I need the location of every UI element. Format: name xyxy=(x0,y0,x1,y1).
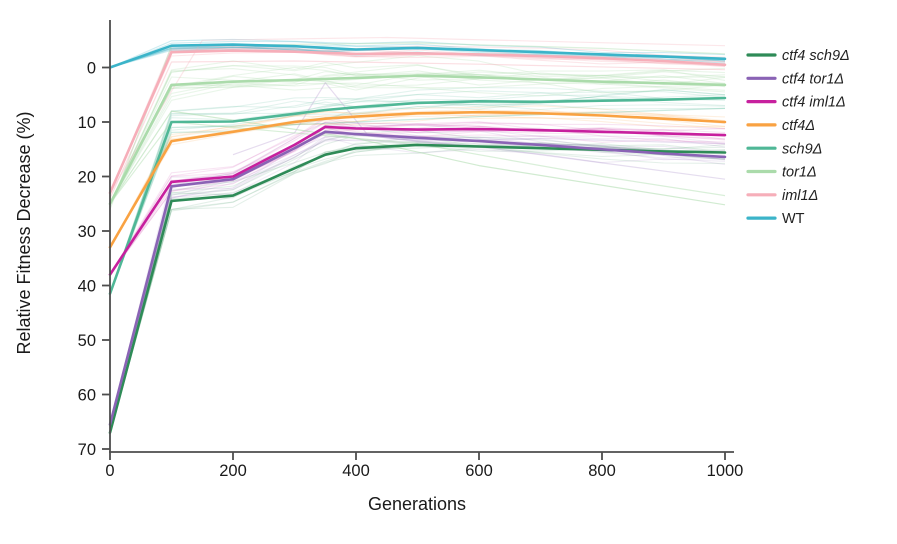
replicate-line-ctf4-tor1 xyxy=(109,121,726,425)
legend-label: ctf4Δ xyxy=(782,118,815,134)
replicate-line-tor1 xyxy=(109,71,726,205)
legend-label: ctf4 tor1Δ xyxy=(782,71,844,87)
replicate-line-tor1 xyxy=(109,66,726,205)
replicate-line-ctf4 xyxy=(109,115,726,248)
faint-line-1 xyxy=(325,131,726,180)
x-tick-label: 0 xyxy=(105,462,114,480)
replicate-line-ctf4-iml1 xyxy=(109,116,726,275)
x-axis-title: Generations xyxy=(368,494,466,514)
replicate-line-tor1 xyxy=(109,65,726,205)
legend-label: iml1Δ xyxy=(782,188,818,204)
y-tick-label: 70 xyxy=(78,441,96,459)
replicate-line-ctf4-sch9 xyxy=(109,141,726,433)
replicate-line-ctf4-iml1 xyxy=(109,121,726,275)
x-tick-label: 200 xyxy=(219,462,247,480)
y-tick-label: 60 xyxy=(78,386,96,404)
legend-label: WT xyxy=(782,211,805,227)
replicate-line-ctf4-tor1 xyxy=(109,125,726,425)
legend-label: tor1Δ xyxy=(782,165,817,181)
replicate-line-tor1 xyxy=(109,55,726,205)
series-line-ctf4 xyxy=(108,110,727,249)
replicate-line-ctf4 xyxy=(109,112,726,248)
replicate-line-ctf4-tor1 xyxy=(109,139,726,425)
legend-label: ctf4 sch9Δ xyxy=(782,48,850,64)
replicate-line-tor1 xyxy=(109,67,726,205)
replicate-line-sch9 xyxy=(109,89,726,294)
replicate-line-sch9 xyxy=(109,91,726,294)
replicate-line-tor1 xyxy=(109,69,726,205)
series-line-iml1 xyxy=(108,49,727,195)
replicate-line-ctf4-tor1 xyxy=(109,122,726,425)
replicate-line-ctf4-sch9 xyxy=(109,147,726,433)
x-tick-label: 400 xyxy=(342,462,370,480)
replicate-line-ctf4-tor1 xyxy=(109,136,726,425)
y-axis-title: Relative Fitness Decrease (%) xyxy=(14,111,34,354)
replicate-line-sch9 xyxy=(109,95,726,294)
replicate-line-iml1 xyxy=(109,48,726,194)
replicate-line-ctf4 xyxy=(109,113,726,248)
replicate-line-ctf4-iml1 xyxy=(109,121,726,275)
legend-item: ctf4Δ xyxy=(746,118,815,134)
series-line-tor1 xyxy=(108,74,727,206)
replicate-line-tor1 xyxy=(109,60,726,205)
replicate-line-ctf4-sch9 xyxy=(109,143,726,433)
replicate-line-ctf4 xyxy=(109,105,726,248)
replicate-line-sch9 xyxy=(109,90,726,294)
legend-item: iml1Δ xyxy=(746,188,818,204)
series-line-wt xyxy=(108,43,727,69)
replicate-line-tor1 xyxy=(109,64,726,205)
replicate-line-sch9 xyxy=(109,87,726,294)
replicate-line-ctf4-sch9 xyxy=(109,142,726,433)
faint-line-3 xyxy=(109,121,726,205)
x-tick-label: 800 xyxy=(588,462,616,480)
replicate-line-wt xyxy=(109,38,726,69)
replicate-line-tor1 xyxy=(109,73,726,205)
replicate-line-ctf4-tor1 xyxy=(109,134,726,425)
replicate-line-ctf4-iml1 xyxy=(109,126,726,275)
replicate-line-ctf4-sch9 xyxy=(109,140,726,433)
replicate-line-ctf4-tor1 xyxy=(109,138,726,425)
legend-item: tor1Δ xyxy=(746,165,817,181)
replicate-line-ctf4-tor1 xyxy=(109,135,726,425)
legend-item: ctf4 tor1Δ xyxy=(746,71,844,87)
y-tick-label: 20 xyxy=(78,168,96,186)
series-line-ctf4-tor1 xyxy=(108,130,727,426)
legend-label: ctf4 iml1Δ xyxy=(782,95,846,111)
replicate-line-tor1 xyxy=(109,71,726,205)
y-tick-label: 30 xyxy=(78,223,96,241)
replicate-line-sch9 xyxy=(109,89,726,294)
x-tick-label: 600 xyxy=(465,462,493,480)
y-tick-label: 50 xyxy=(78,332,96,350)
x-tick-label: 1000 xyxy=(707,462,744,480)
faint-line-4 xyxy=(109,60,726,199)
legend-label: sch9Δ xyxy=(782,141,822,157)
replicate-line-tor1 xyxy=(109,68,726,205)
replicate-line-ctf4-sch9 xyxy=(109,129,726,433)
legend-item: WT xyxy=(746,211,805,227)
y-tick-label: 40 xyxy=(78,277,96,295)
legend: ctf4 sch9Δ ctf4 tor1Δ ctf4 iml1Δ ctf4Δ sch9Δ… xyxy=(746,48,850,227)
replicate-line-sch9 xyxy=(109,100,726,294)
replicate-line-tor1 xyxy=(109,82,726,205)
series-line-ctf4-iml1 xyxy=(108,125,727,276)
y-tick-label: 0 xyxy=(87,59,96,77)
series-line-sch9 xyxy=(108,96,727,296)
legend-item: ctf4 sch9Δ xyxy=(746,48,850,64)
y-tick-label: 10 xyxy=(78,114,96,132)
replicate-line-ctf4-sch9 xyxy=(109,136,726,433)
replicate-line-iml1 xyxy=(109,51,726,194)
legend-item: ctf4 iml1Δ xyxy=(746,95,846,111)
replicate-line-ctf4-tor1 xyxy=(109,133,726,425)
legend-item: sch9Δ xyxy=(746,141,822,157)
replicate-line-ctf4-sch9 xyxy=(109,144,726,433)
faint-line-2 xyxy=(109,110,726,206)
